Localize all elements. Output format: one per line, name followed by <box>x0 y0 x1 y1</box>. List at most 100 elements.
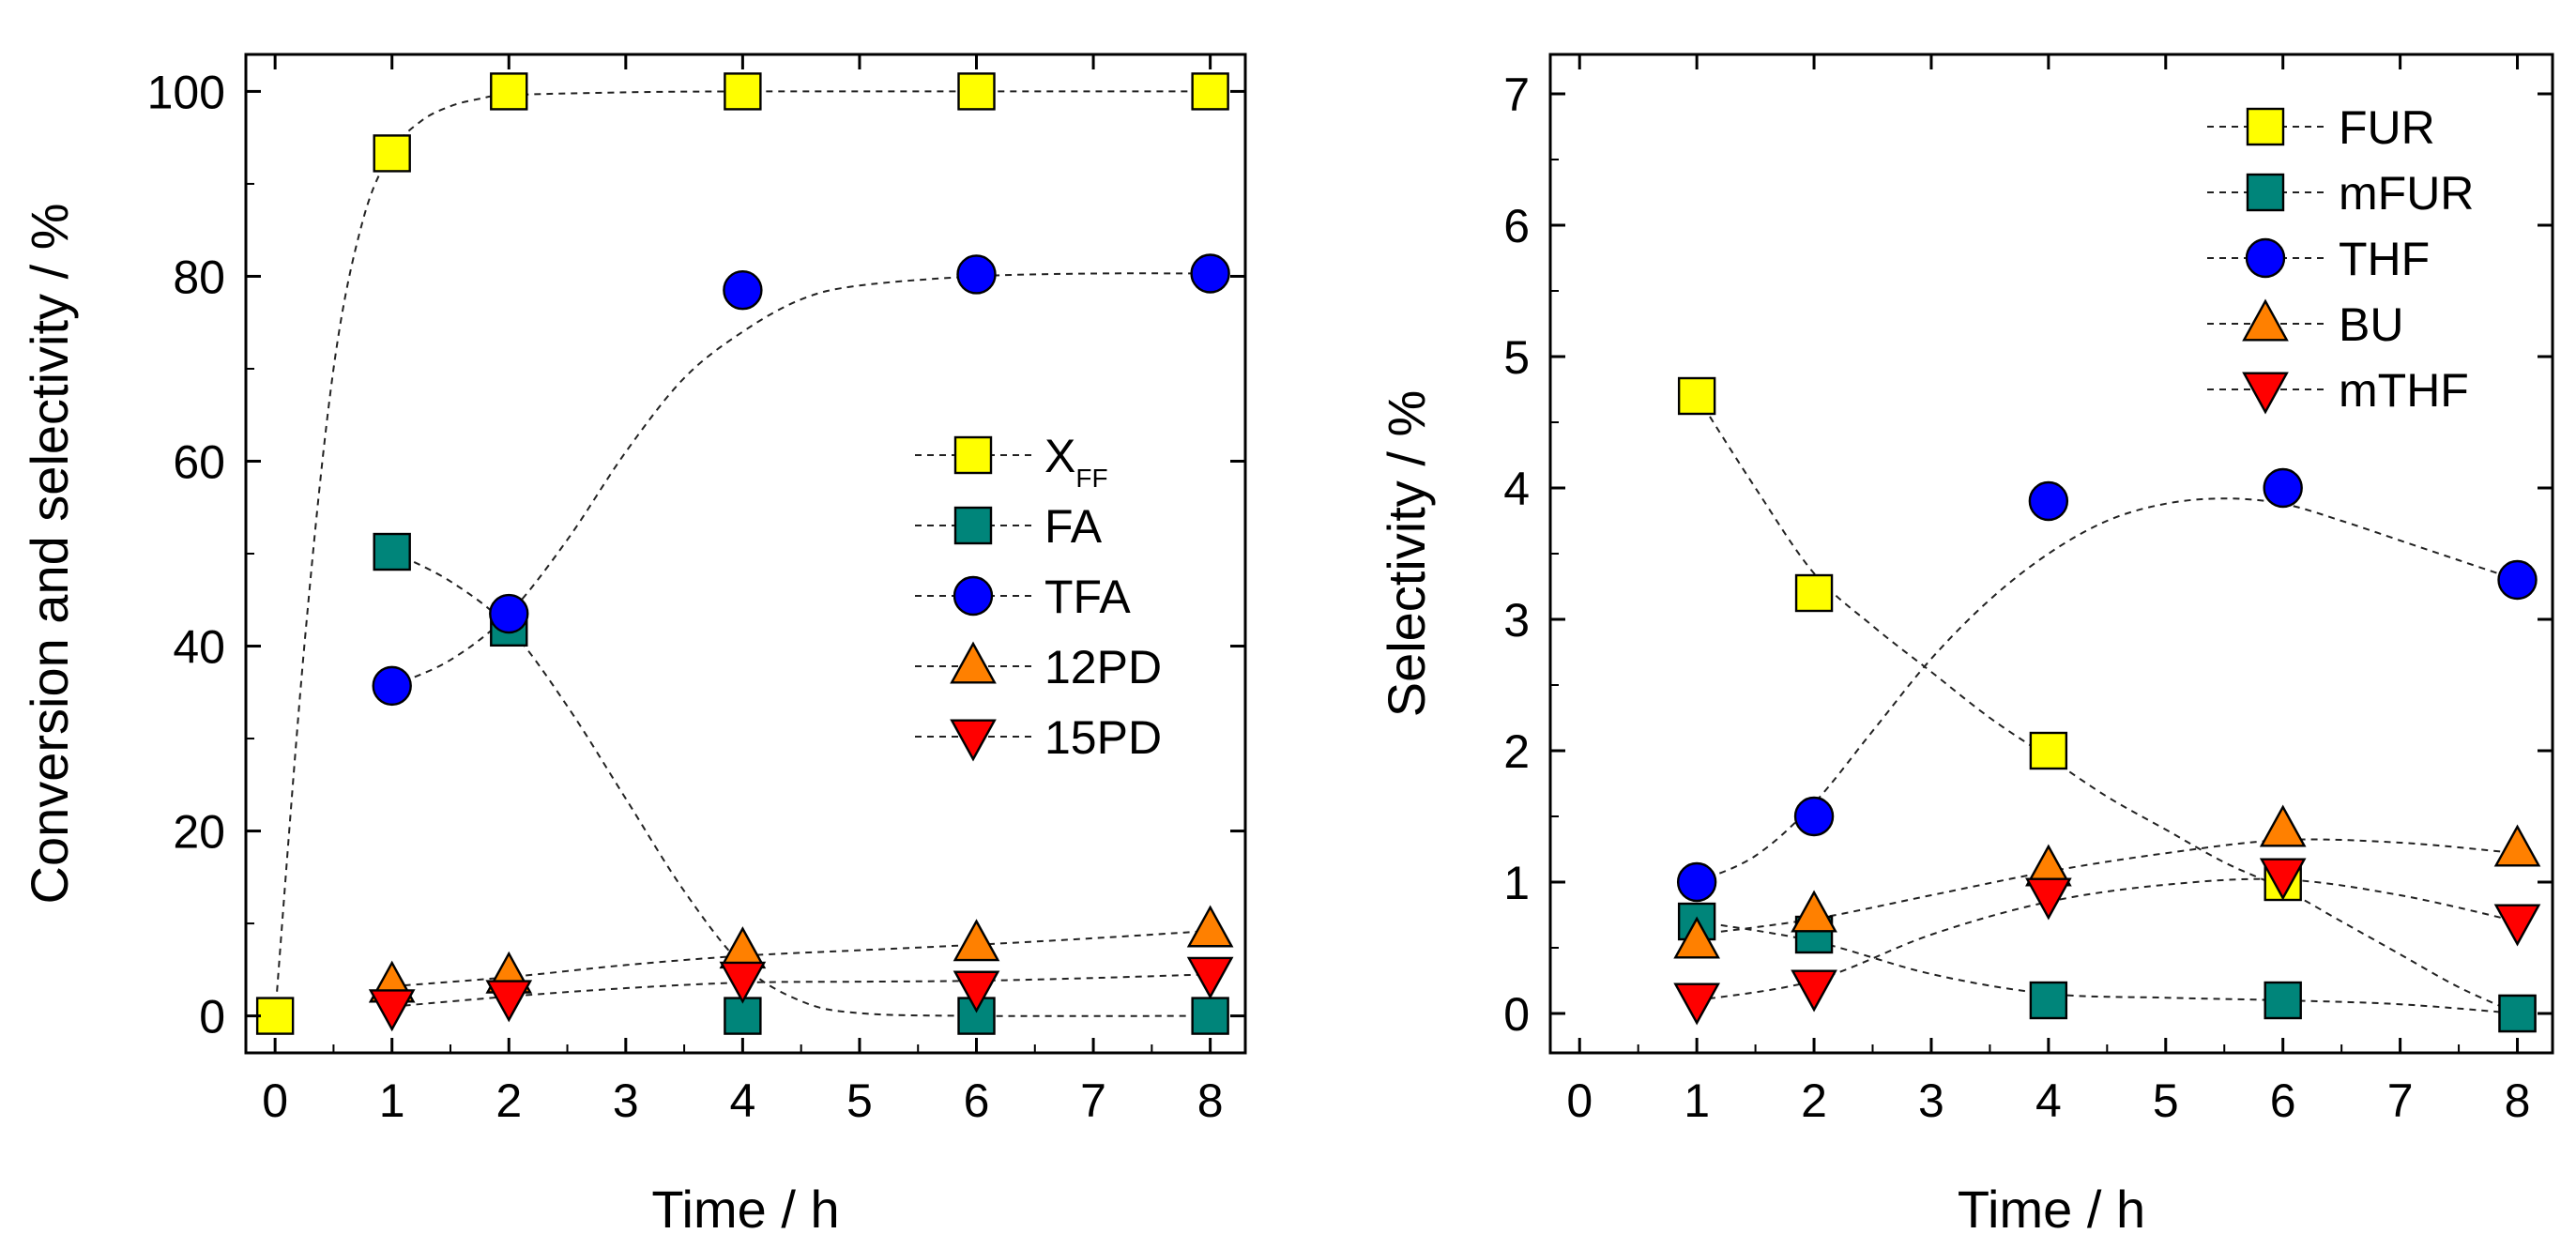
data-point-tfa <box>723 270 763 311</box>
data-point-15pd <box>719 961 767 1004</box>
y-tick-label: 100 <box>147 66 225 118</box>
x-tick-label: 1 <box>379 1074 405 1127</box>
legend-label: BU <box>2339 298 2403 351</box>
data-point-thf <box>2497 559 2538 601</box>
x-tick-label: 5 <box>846 1074 873 1127</box>
x-axis-title: Time / h <box>1958 1180 2145 1239</box>
y-axis-title: Conversion and selectivity / % <box>20 203 79 904</box>
data-point-mthf <box>2025 877 2072 921</box>
x-tick-label: 7 <box>2387 1074 2414 1127</box>
data-point-tfa <box>1190 253 1230 294</box>
legend: XFF FA TFA 12PD 15PD <box>915 430 1162 764</box>
series-thf <box>1676 467 2538 903</box>
x-axis: 0 1 2 3 4 5 6 7 8 <box>1566 54 2530 1127</box>
data-point-bu <box>2493 824 2541 867</box>
fit-curves <box>274 90 1211 1017</box>
legend-item-mfur: mFUR <box>2207 167 2474 220</box>
legend-item-fa: FA <box>915 500 1103 553</box>
data-point-15pd <box>1186 956 1234 999</box>
legend-item-bu: BU <box>2207 298 2403 351</box>
fit-curves <box>1696 395 2518 1014</box>
x-tick-label: 2 <box>1801 1074 1827 1127</box>
fit-curve-fur <box>1696 395 2518 1014</box>
y-tick-label: 3 <box>1503 594 1530 647</box>
x-tick-label: 3 <box>613 1074 639 1127</box>
fit-curve-15pd <box>391 973 1211 1008</box>
x-tick-label: 5 <box>2153 1074 2179 1127</box>
data-point-fa <box>373 532 411 571</box>
series-mfur <box>1677 902 2537 1033</box>
data-point-fa <box>724 997 762 1035</box>
y-tick-label: 60 <box>173 435 225 488</box>
x-tick-label: 1 <box>1684 1074 1710 1127</box>
legend-marker <box>953 435 993 475</box>
legend-label: FA <box>1044 500 1103 553</box>
y-tick-label: 20 <box>173 806 225 859</box>
fit-curve-thf <box>1696 497 2518 883</box>
legend-item-thf: THF <box>2207 233 2430 285</box>
x-axis-title: Time / h <box>651 1180 839 1239</box>
x-tick-label: 8 <box>2505 1074 2531 1127</box>
fit-curve-mthf <box>1696 877 2518 1001</box>
legend-label: mFUR <box>2339 167 2474 220</box>
legend-item-12pd: 12PD <box>915 641 1162 693</box>
legend-label: TFA <box>1044 571 1131 623</box>
legend-item-tfa: TFA <box>915 571 1131 623</box>
data-point-x <box>957 72 996 111</box>
data-point-fur <box>2029 731 2068 770</box>
data-point-tfa <box>372 665 412 707</box>
data-point-tfa <box>956 254 997 295</box>
chart-panel-2: 0 1 2 3 4 5 6 7 8 0 1 2 3 4 5 6 7 Time / h Selectivity / %… <box>1377 53 2554 1239</box>
legend-label-subscript: FF <box>1075 464 1107 493</box>
data-point-thf <box>1793 796 1835 837</box>
legend-marker <box>950 719 997 762</box>
y-tick-label: 0 <box>1503 988 1530 1041</box>
x-tick-label: 0 <box>1566 1074 1593 1127</box>
data-point-bu <box>1673 916 1720 959</box>
x-tick-label: 4 <box>2035 1074 2062 1127</box>
y-axis: 0 20 40 60 80 100 <box>147 66 1245 1043</box>
y-axis-title: Selectivity / % <box>1377 390 1436 718</box>
legend-label: FUR <box>2339 101 2435 154</box>
data-point-thf <box>1676 861 1717 903</box>
legend-label: 15PD <box>1044 711 1162 764</box>
series-tfa <box>372 253 1230 707</box>
data-point-12pd <box>953 919 1000 962</box>
legend: FUR mFUR THF BU mTHF <box>2207 101 2474 417</box>
legend-marker <box>950 641 997 684</box>
x-tick-label: 2 <box>495 1074 522 1127</box>
series-fa <box>373 532 1229 1035</box>
series-15pd <box>368 956 1234 1032</box>
fit-curve-bu <box>1697 838 2518 936</box>
data-point-x <box>1191 72 1229 111</box>
x-axis: 0 1 2 3 4 5 6 7 8 <box>262 54 1224 1127</box>
y-tick-label: 7 <box>1503 69 1530 121</box>
legend-marker <box>2242 372 2289 415</box>
x-tick-label: 0 <box>262 1074 288 1127</box>
data-point-mfur <box>2498 994 2537 1033</box>
data-point-12pd <box>1186 905 1234 948</box>
y-tick-label: 4 <box>1503 463 1530 515</box>
legend-item-15pd: 15PD <box>915 711 1162 764</box>
legend-marker <box>2242 298 2289 342</box>
x-tick-label: 6 <box>2270 1074 2296 1127</box>
legend-marker <box>2246 173 2285 212</box>
fit-curve-x <box>274 90 1211 1016</box>
legend-label: XFF <box>1044 430 1108 493</box>
x-tick-label: 3 <box>1918 1074 1944 1127</box>
y-tick-label: 6 <box>1503 200 1530 252</box>
data-point-thf <box>2263 467 2303 509</box>
data-point-15pd <box>485 980 533 1023</box>
y-tick-label: 5 <box>1503 331 1530 384</box>
fit-curve-mfur <box>1696 921 2518 1014</box>
x-tick-label: 4 <box>729 1074 755 1127</box>
legend-item-fur: FUR <box>2207 101 2435 154</box>
data-point-mthf <box>1673 982 1720 1026</box>
y-tick-label: 40 <box>173 621 225 674</box>
legend-label: THF <box>2339 233 2430 285</box>
data-point-fa <box>957 997 996 1035</box>
data-point-fur <box>1677 376 1716 416</box>
data-point-15pd <box>953 970 1000 1013</box>
x-tick-label: 8 <box>1197 1074 1224 1127</box>
